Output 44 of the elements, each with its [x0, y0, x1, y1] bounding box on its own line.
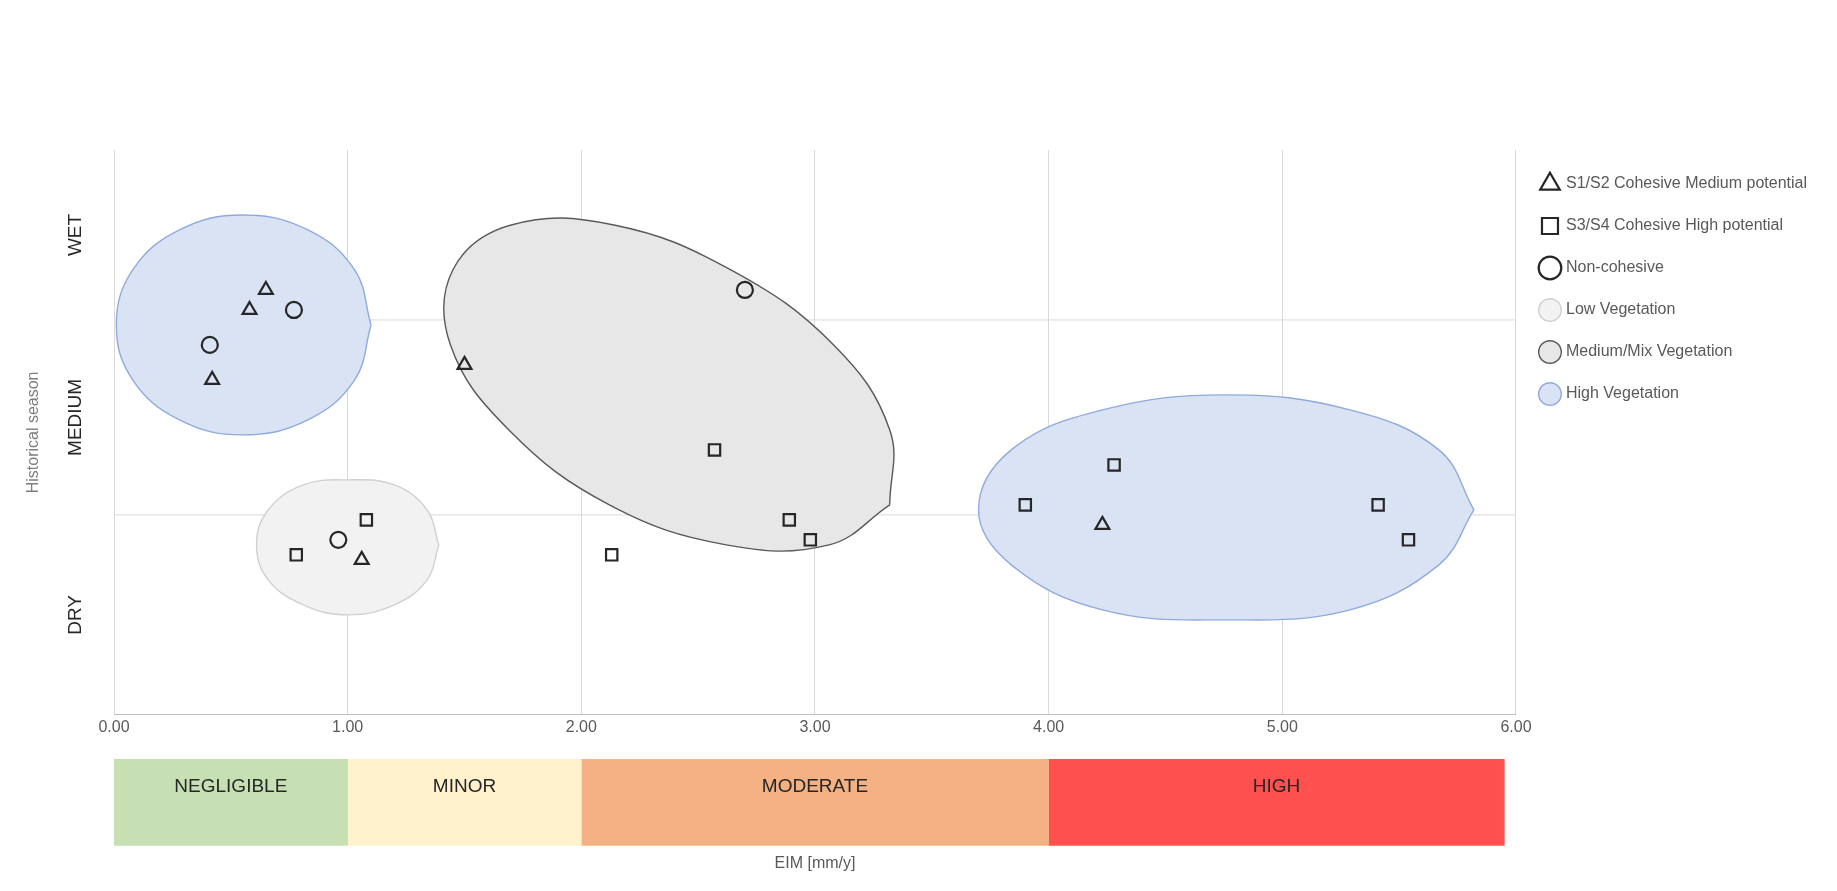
- x-tick-label: 2.00: [565, 717, 597, 735]
- legend-label: Low Vegetation: [1565, 300, 1676, 318]
- point: [289, 548, 304, 562]
- y-axis-title: Historical season: [24, 371, 42, 494]
- legend-label: S1/S2 Cohesive Medium potential: [1565, 174, 1808, 192]
- point: [1401, 533, 1416, 547]
- series-label: MODERATE: [761, 775, 869, 797]
- legend-label: High Vegetation: [1565, 384, 1679, 402]
- point: [241, 300, 258, 316]
- legend-label: Medium/Mix Vegetation: [1565, 342, 1733, 360]
- point: [1018, 498, 1033, 512]
- legend-label: Non-cohesive: [1565, 258, 1664, 276]
- x-tick-label: 4.00: [1033, 717, 1065, 735]
- point: [204, 370, 221, 386]
- point: [200, 335, 219, 355]
- x-tick-label: 5.00: [1266, 717, 1298, 735]
- point: [1371, 498, 1385, 512]
- point: [456, 355, 473, 371]
- text: MEDIUM: [64, 378, 86, 456]
- series-label: HIGH: [1252, 775, 1301, 797]
- series-label: MINOR: [432, 775, 497, 797]
- bar: [581, 759, 1049, 846]
- bar: [347, 759, 582, 846]
- point: [257, 280, 274, 296]
- x-axis-title: EIM [mm/y]: [774, 853, 856, 871]
- point: [735, 280, 754, 300]
- point: [782, 513, 797, 527]
- point: [329, 530, 348, 549]
- series-label: NEGLIGIBLE: [174, 775, 288, 797]
- point: [604, 548, 619, 562]
- legend-label: S3/S4 Cohesive High potential: [1565, 216, 1784, 234]
- point: [359, 513, 374, 527]
- bar: [114, 759, 348, 846]
- x-tick-label: 1.00: [332, 717, 364, 735]
- text: WET: [64, 213, 86, 257]
- point: [1107, 458, 1121, 472]
- bar: [1048, 759, 1505, 846]
- point: [707, 443, 722, 457]
- point: [284, 300, 304, 320]
- x-tick-label: 3.00: [799, 717, 831, 735]
- text: DRY: [64, 594, 86, 635]
- point: [803, 533, 818, 547]
- x-tick-label: 6.00: [1500, 717, 1532, 735]
- x-tick-label: 0.00: [98, 717, 130, 735]
